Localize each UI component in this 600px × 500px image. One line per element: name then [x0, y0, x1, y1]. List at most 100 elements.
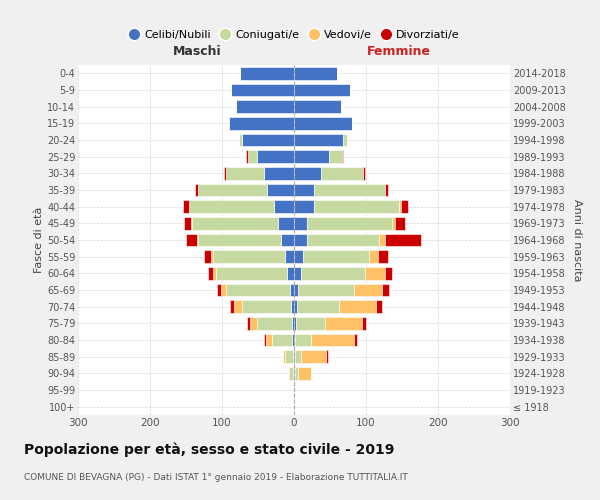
Bar [294, 67, 337, 80]
Bar [281, 234, 294, 246]
Bar [307, 217, 392, 230]
Bar [186, 234, 197, 246]
Bar [294, 234, 307, 246]
Bar [272, 334, 292, 346]
Bar [204, 250, 211, 263]
Bar [329, 150, 341, 163]
Bar [217, 284, 221, 296]
Bar [295, 367, 298, 380]
Bar [214, 267, 216, 280]
Bar [294, 384, 295, 396]
Bar [294, 284, 298, 296]
Bar [379, 234, 385, 246]
Bar [224, 167, 226, 179]
Bar [325, 317, 362, 330]
Bar [293, 384, 294, 396]
Bar [214, 250, 286, 263]
Bar [295, 350, 301, 363]
Bar [298, 284, 355, 296]
Bar [295, 334, 311, 346]
Bar [292, 334, 294, 346]
Bar [194, 184, 198, 196]
Bar [294, 217, 307, 230]
Bar [291, 300, 294, 313]
Bar [278, 217, 294, 230]
Bar [286, 250, 294, 263]
Bar [292, 317, 294, 330]
Bar [230, 300, 233, 313]
Bar [240, 67, 294, 80]
Bar [293, 367, 294, 380]
Bar [221, 284, 226, 296]
Bar [247, 317, 250, 330]
Bar [314, 184, 385, 196]
Bar [322, 167, 363, 179]
Bar [355, 334, 356, 346]
Bar [399, 200, 401, 213]
Bar [307, 234, 379, 246]
Bar [257, 317, 292, 330]
Bar [287, 267, 294, 280]
Bar [341, 150, 343, 163]
Bar [286, 350, 293, 363]
Bar [250, 317, 257, 330]
Bar [294, 184, 314, 196]
Bar [302, 250, 369, 263]
Legend: Celibi/Nubili, Coniugati/e, Vedovi/e, Divorziati/e: Celibi/Nubili, Coniugati/e, Vedovi/e, Di… [124, 25, 464, 44]
Text: COMUNE DI BEVAGNA (PG) - Dati ISTAT 1° gennaio 2019 - Elaborazione TUTTITALIA.IT: COMUNE DI BEVAGNA (PG) - Dati ISTAT 1° g… [24, 472, 408, 482]
Bar [189, 200, 274, 213]
Bar [294, 117, 352, 130]
Bar [191, 217, 192, 230]
Bar [293, 350, 294, 363]
Bar [289, 367, 293, 380]
Bar [198, 184, 266, 196]
Bar [266, 334, 272, 346]
Bar [183, 200, 189, 213]
Bar [311, 334, 355, 346]
Bar [192, 217, 278, 230]
Bar [314, 200, 399, 213]
Bar [265, 334, 266, 346]
Bar [301, 267, 365, 280]
Bar [257, 150, 294, 163]
Bar [355, 284, 382, 296]
Bar [377, 250, 388, 263]
Bar [294, 267, 301, 280]
Bar [197, 234, 198, 246]
Bar [239, 134, 242, 146]
Bar [338, 300, 376, 313]
Bar [242, 134, 294, 146]
Bar [294, 150, 329, 163]
Bar [294, 350, 295, 363]
Bar [229, 117, 294, 130]
Bar [294, 200, 314, 213]
Bar [382, 284, 389, 296]
Bar [294, 84, 350, 96]
Bar [343, 134, 347, 146]
Bar [385, 184, 388, 196]
Bar [266, 184, 294, 196]
Bar [395, 217, 405, 230]
Bar [208, 267, 214, 280]
Bar [376, 300, 382, 313]
Bar [226, 167, 264, 179]
Bar [294, 250, 302, 263]
Bar [248, 150, 257, 163]
Bar [211, 250, 214, 263]
Bar [401, 200, 408, 213]
Bar [226, 284, 290, 296]
Bar [236, 100, 294, 113]
Bar [283, 350, 286, 363]
Text: Popolazione per età, sesso e stato civile - 2019: Popolazione per età, sesso e stato civil… [24, 442, 394, 457]
Bar [385, 234, 421, 246]
Bar [230, 84, 294, 96]
Bar [385, 267, 392, 280]
Bar [326, 350, 328, 363]
Bar [297, 300, 338, 313]
Bar [298, 367, 311, 380]
Bar [294, 367, 295, 380]
Bar [392, 217, 395, 230]
Bar [294, 100, 341, 113]
Bar [198, 234, 281, 246]
Bar [184, 217, 191, 230]
